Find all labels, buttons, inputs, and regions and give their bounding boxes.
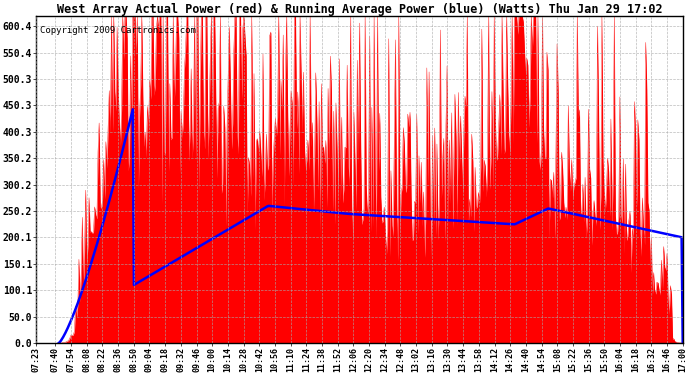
Title: West Array Actual Power (red) & Running Average Power (blue) (Watts) Thu Jan 29 : West Array Actual Power (red) & Running … (57, 3, 662, 16)
Text: Copyright 2009 Cartronics.com: Copyright 2009 Cartronics.com (39, 26, 195, 34)
